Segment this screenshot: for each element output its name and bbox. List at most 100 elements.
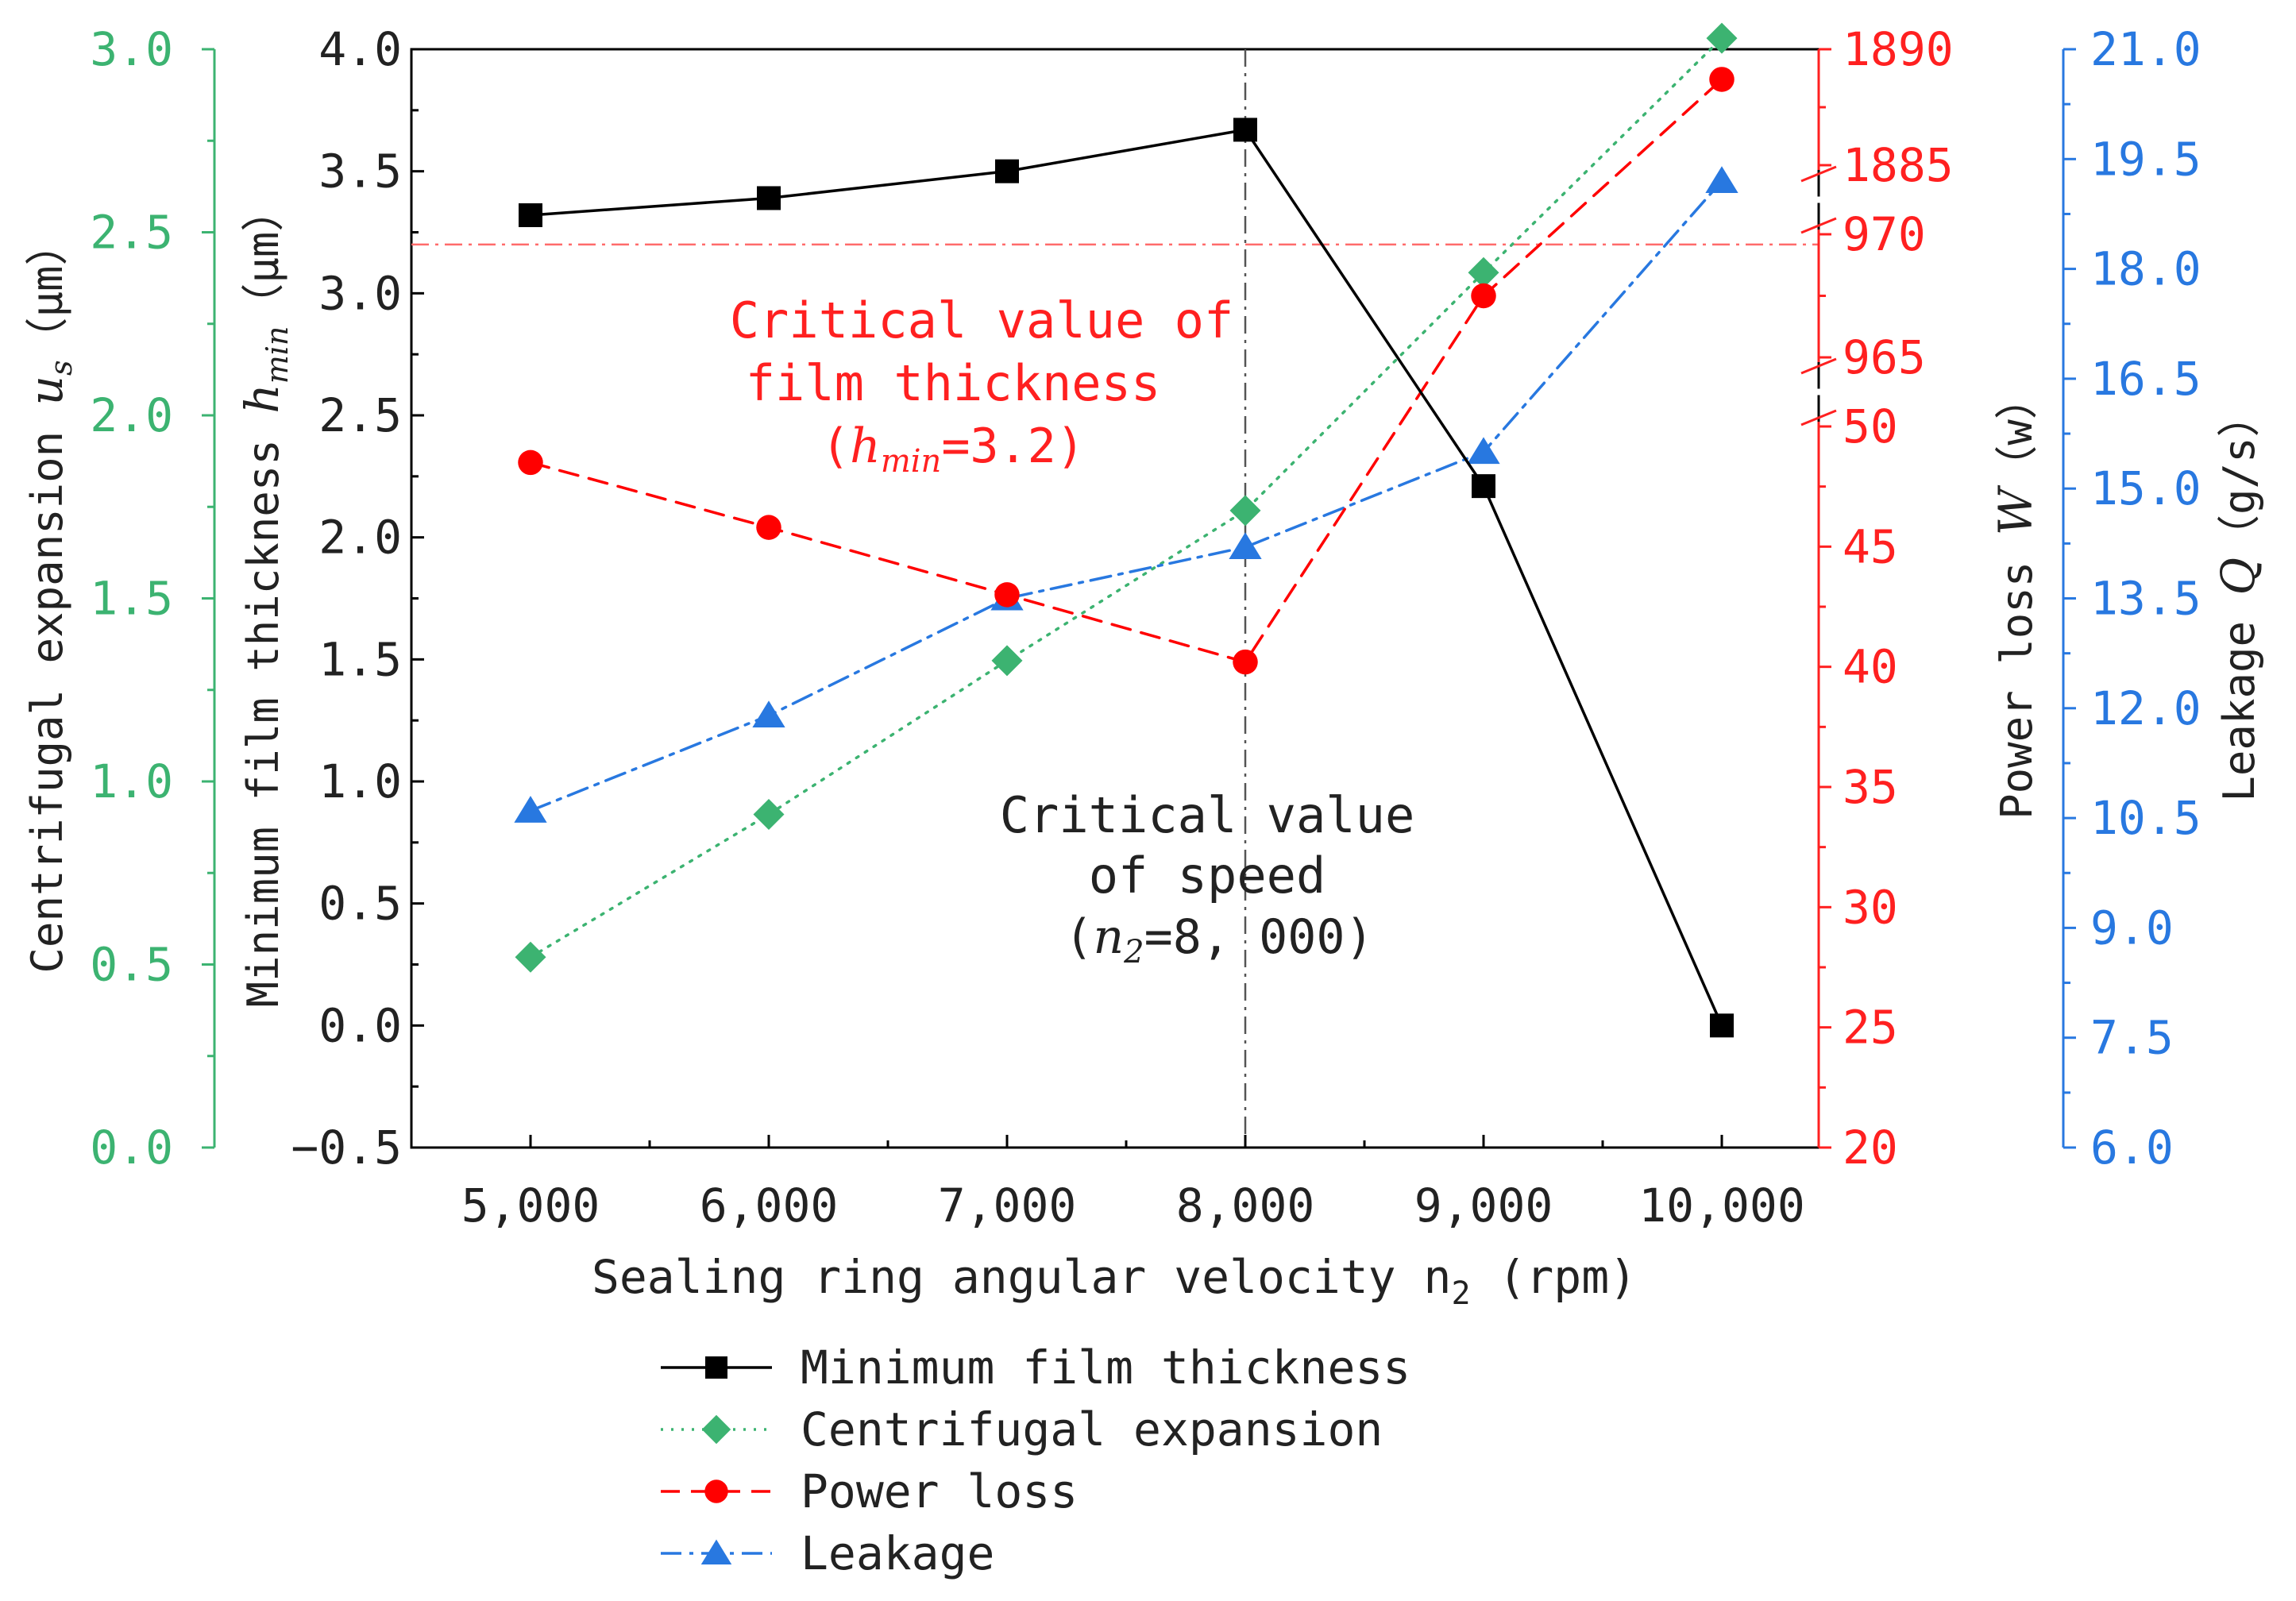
axis-break-gap	[1817, 196, 1820, 203]
axis-leakage-tick-label: 7.5	[2090, 1011, 2174, 1065]
axis-hmin-tick-label: 3.0	[318, 266, 402, 320]
axis-leakage-tick-label: 10.5	[2090, 791, 2201, 845]
marker-power-loss	[756, 515, 781, 540]
axis-power-label: Power loss	[1992, 561, 2042, 820]
axis-hmin-unit: （μm）	[238, 189, 288, 326]
axis-power-unit: （w）	[1992, 376, 2042, 488]
axis-us-tick-label: 1.5	[90, 572, 173, 626]
legend-label: Power loss	[801, 1464, 1078, 1518]
axis-power-tick-label: 30	[1843, 880, 1898, 934]
legend-label: Leakage	[801, 1526, 994, 1580]
x-tick-label: 7,000	[938, 1179, 1077, 1233]
marker-power-loss	[518, 449, 543, 476]
axis-power-tick-label: 25	[1843, 1001, 1898, 1055]
axis-leakage-tick-label: 19.5	[2090, 132, 2201, 186]
annotation-film-thickness: Critical value of film thickness (hmin=3…	[730, 291, 1234, 480]
x-axis-label-text: Sealing ring angular velocity n	[592, 1250, 1452, 1304]
legend-item-centrifugal-expansion: Centrifugal expansion	[661, 1402, 1383, 1456]
axis-hmin: 4.0 3.5 3.0 2.5 2.0 1.5 1.0 0.5 0.0 −0.5	[291, 22, 424, 1175]
axis-hmin-tick-label: 4.0	[318, 22, 402, 76]
marker-centrifugal-expansion	[1706, 22, 1738, 54]
axis-hmin-tick-label: 3.5	[318, 145, 402, 199]
axis-leakage-label: Leakage	[2214, 621, 2264, 802]
marker-minimum-film-thickness	[519, 203, 542, 227]
marker-power-loss	[1471, 283, 1496, 309]
axis-leakage-unit: （g/s）	[2214, 394, 2264, 557]
marker-centrifugal-expansion	[1229, 495, 1261, 527]
marker-leakage	[1705, 166, 1738, 193]
axis-leakage-tick-label: 15.0	[2090, 461, 2201, 515]
x-tick-label: 10,000	[1638, 1179, 1805, 1233]
marker-minimum-film-thickness	[757, 186, 781, 210]
axis-us-symbol: u	[19, 376, 73, 405]
axis-us-tick-label: 3.0	[90, 22, 173, 76]
axis-power-tick-label: 50	[1843, 399, 1898, 453]
marker-centrifugal-expansion	[753, 798, 785, 830]
series-leakage	[514, 166, 1738, 823]
legend-item-leakage: Leakage	[661, 1526, 994, 1580]
series-line-minimum-film-thickness	[529, 128, 1723, 1028]
axis-leakage-tick-label: 16.5	[2090, 352, 2201, 406]
series-layer	[514, 22, 1738, 1038]
marker-minimum-film-thickness	[995, 159, 1019, 183]
series-line-centrifugal-expansion	[529, 37, 1723, 959]
axis-us-unit: （μm）	[22, 222, 72, 360]
legend-marker	[701, 1414, 731, 1445]
marker-power-loss	[1709, 67, 1735, 92]
x-axis-label-unit: (rpm)	[1471, 1250, 1638, 1304]
axis-hmin-tick-label: 2.0	[318, 511, 402, 565]
marker-minimum-film-thickness	[1233, 118, 1257, 142]
axis-hmin-label: Minimum film thickness	[238, 439, 288, 1007]
axis-break-mark	[1800, 217, 1837, 234]
annotation-film-line1: Critical value of	[730, 291, 1234, 349]
marker-leakage	[1467, 437, 1500, 465]
legend-item-power-loss: Power loss	[661, 1464, 1078, 1518]
annotation-speed-open: (	[1064, 909, 1093, 965]
axis-break-mark	[1800, 409, 1837, 426]
annotation-film-sub: min	[881, 443, 941, 480]
axis-power-tick-label: 1890	[1843, 22, 1954, 76]
axis-us: 3.0 2.5 2.0 1.5 1.0 0.5 0.0	[90, 22, 214, 1175]
annotation-speed-sub: 2	[1123, 934, 1144, 970]
legend-marker	[705, 1356, 727, 1379]
annotation-film-symbol: h	[850, 419, 881, 474]
axis-us-tick-label: 2.5	[90, 206, 173, 260]
axis-power-tick-label: 970	[1843, 207, 1926, 261]
axis-power-tick-label: 40	[1843, 640, 1898, 694]
x-axis-label-sub: 2	[1451, 1275, 1470, 1312]
legend-label: Minimum film thickness	[801, 1341, 1410, 1395]
axis-leakage-tick-label: 13.5	[2090, 572, 2201, 626]
axis-us-tick-label: 0.0	[90, 1121, 173, 1175]
annotation-speed-line3: (n2=8, 000)	[1064, 909, 1373, 970]
axis-us-sub: s	[44, 360, 79, 376]
marker-centrifugal-expansion	[991, 645, 1023, 677]
axis-us-title: Centrifugal expansion us（μm）	[19, 222, 79, 973]
series-minimum-film-thickness	[519, 118, 1734, 1038]
axis-hmin-sub: min	[260, 326, 295, 384]
legend-item-minimum-film-thickness: Minimum film thickness	[661, 1341, 1410, 1395]
axis-hmin-tick-label: 2.5	[318, 388, 402, 442]
axis-hmin-symbol: h	[235, 384, 289, 413]
axis-hmin-title: Minimum film thickness hmin（μm）	[235, 189, 295, 1008]
annotation-critical-speed: Critical value of speed (n2=8, 000)	[1000, 786, 1415, 970]
axis-leakage-tick-label: 9.0	[2090, 901, 2174, 955]
marker-leakage	[1229, 532, 1262, 559]
axis-hmin-tick-label: 1.0	[318, 754, 402, 808]
legend-marker	[700, 1539, 732, 1564]
axis-us-tick-label: 1.0	[90, 754, 173, 808]
axis-leakage-tick-label: 18.0	[2090, 242, 2201, 296]
annotation-speed-value: =8, 000)	[1144, 909, 1374, 965]
x-axis-label: Sealing ring angular velocity n2 (rpm)	[592, 1250, 1637, 1312]
annotation-film-open: (	[821, 419, 850, 474]
axis-us-tick-label: 0.5	[90, 938, 173, 992]
legend-label: Centrifugal expansion	[801, 1402, 1383, 1456]
reference-lines	[411, 49, 1819, 1148]
series-line-power-loss	[529, 78, 1723, 664]
annotation-speed-line2: of speed	[1089, 847, 1326, 905]
axis-leakage-symbol: Q	[2211, 557, 2265, 596]
marker-power-loss	[994, 582, 1020, 608]
axis-hmin-tick-label: 0.5	[318, 877, 402, 931]
axis-power: 1890 1885 970 965 50 45 40 35 30 25 20	[1800, 22, 1954, 1175]
axis-power-tick-label: 20	[1843, 1121, 1898, 1175]
